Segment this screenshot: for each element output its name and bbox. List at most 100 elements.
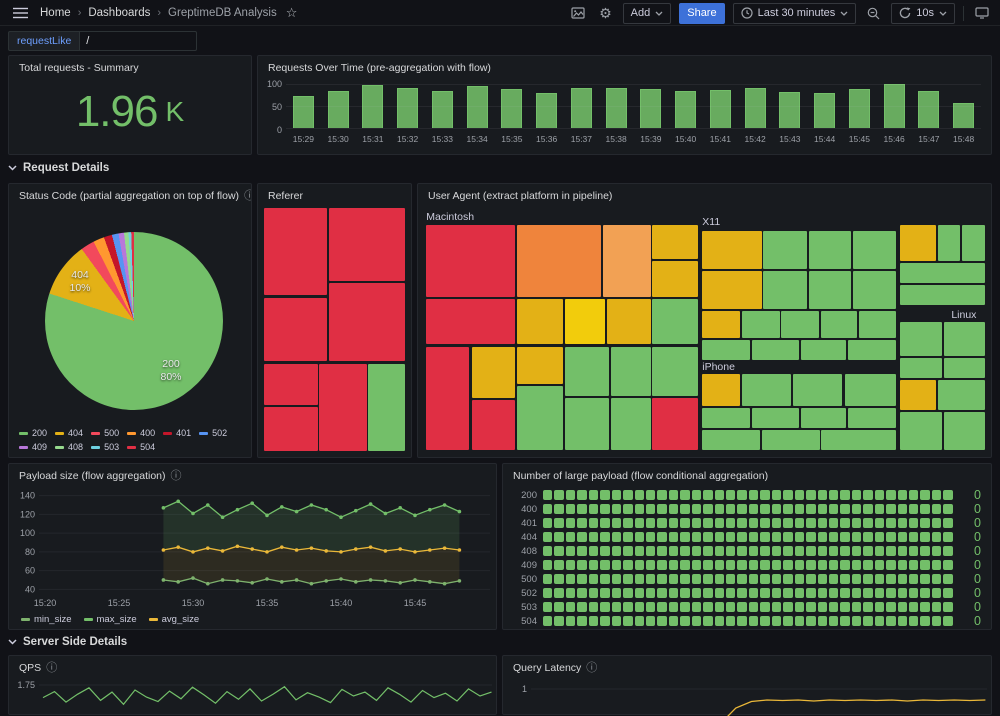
legend-marker [127, 431, 137, 435]
info-icon[interactable]: ⓘ [46, 661, 58, 674]
x-axis-label: 15:37 [570, 134, 593, 144]
panel-title-latency[interactable]: Query Latency ⓘ [503, 656, 991, 674]
status-cell [611, 574, 622, 584]
legend-item[interactable]: 500 [91, 428, 119, 438]
svg-text:15:35: 15:35 [256, 598, 279, 608]
bar-chart-plot [286, 84, 981, 129]
row-value: 0 [974, 530, 981, 544]
y-axis-label: 50 [271, 102, 282, 112]
status-cell [783, 560, 793, 570]
legend-label: max_size [96, 614, 137, 625]
hamburger-menu-icon[interactable] [10, 2, 31, 24]
time-range-picker[interactable]: Last 30 minutes [732, 2, 857, 24]
status-cell [634, 518, 644, 528]
snapshot-image-icon[interactable] [568, 2, 588, 24]
bar-slot [703, 84, 738, 128]
legend-item[interactable]: 404 [55, 428, 83, 438]
zoom-out-icon[interactable] [864, 2, 883, 24]
breadcrumb-item-1[interactable]: Dashboards [88, 6, 151, 19]
breadcrumb-item-0[interactable]: Home [40, 6, 71, 19]
panel-title-total[interactable]: Total requests - Summary [9, 56, 251, 74]
panel-title-large-payload[interactable]: Number of large payload (flow conditiona… [503, 464, 991, 482]
legend-item[interactable]: 400 [127, 428, 155, 438]
add-button[interactable]: Add [622, 2, 672, 24]
refresh-interval-picker[interactable]: 10s [891, 2, 955, 24]
legend-item[interactable]: avg_size [148, 614, 199, 625]
status-cell [543, 546, 553, 556]
status-cell [645, 518, 656, 528]
svg-text:15:45: 15:45 [404, 598, 427, 608]
legend-item[interactable]: 200 [19, 428, 47, 438]
status-cell [577, 574, 587, 584]
panel-title-qps[interactable]: QPS ⓘ [9, 656, 496, 674]
bar [397, 88, 419, 128]
legend-item[interactable]: 504 [127, 442, 155, 452]
legend-item[interactable]: 503 [91, 442, 119, 452]
panel-title-text: User Agent (extract platform in pipeline… [428, 190, 613, 202]
panel-title-requests[interactable]: Requests Over Time (pre-aggregation with… [258, 56, 991, 74]
dashboard-settings-gear-icon[interactable]: ⚙ [599, 5, 612, 21]
status-cell [645, 560, 656, 570]
status-cell [943, 574, 953, 584]
treemap-tile [781, 310, 819, 339]
status-cell [554, 602, 564, 612]
info-icon[interactable]: ⓘ [586, 661, 598, 674]
row-label: 401 [521, 517, 537, 529]
panel-title-user-agent[interactable]: User Agent (extract platform in pipeline… [418, 184, 991, 202]
x-axis-label: 15:44 [813, 134, 836, 144]
breadcrumb-item-2[interactable]: GreptimeDB Analysis [168, 6, 277, 19]
status-cell [863, 616, 873, 626]
row-cells [543, 602, 953, 612]
section-row-label: Request Details [23, 162, 110, 174]
treemap-tile [937, 380, 985, 411]
status-cell [909, 588, 919, 598]
panel-title-status[interactable]: Status Code (partial aggregation on top … [9, 184, 251, 202]
status-cell [737, 518, 747, 528]
bar [709, 89, 731, 128]
legend-item[interactable]: min_size [21, 614, 72, 625]
svg-text:15:30: 15:30 [182, 598, 205, 608]
status-cell [634, 504, 644, 514]
status-cell [897, 546, 907, 556]
legend-item[interactable]: 401 [163, 428, 191, 438]
panel-title-payload[interactable]: Payload size (flow aggregation) ⓘ [9, 464, 496, 482]
info-icon[interactable]: ⓘ [170, 469, 182, 482]
treemap-tile [610, 346, 651, 397]
status-cell [771, 602, 782, 612]
pie-legend: 200 404 500 400 401 502 409 408 503 504 [19, 428, 247, 452]
info-icon[interactable]: ⓘ [244, 189, 251, 202]
status-cell [863, 518, 873, 528]
kiosk-monitor-icon[interactable] [972, 2, 992, 24]
section-row-request-details[interactable]: Request Details [8, 162, 109, 174]
status-cell [897, 588, 907, 598]
x-axis-label: 15:43 [779, 134, 801, 144]
panel-large-payload: Number of large payload (flow conditiona… [502, 463, 992, 630]
treemap-tile [264, 208, 328, 296]
status-cell [748, 588, 759, 598]
status-cell [611, 588, 622, 598]
share-button[interactable]: Share [679, 2, 725, 24]
bar-slot [738, 84, 773, 128]
status-cell [554, 588, 564, 598]
status-cell [657, 602, 667, 612]
legend-item[interactable]: 408 [55, 442, 83, 452]
variable-requestlike-input[interactable] [79, 31, 198, 51]
legend-item[interactable]: 502 [199, 428, 227, 438]
status-cell [874, 546, 885, 556]
treemap-tile [702, 270, 762, 309]
status-cell [886, 574, 896, 584]
bar-slot [495, 84, 530, 128]
status-cell [611, 616, 622, 626]
status-cell [543, 602, 553, 612]
legend-item[interactable]: max_size [83, 614, 137, 625]
legend-item[interactable]: 409 [19, 442, 47, 452]
panel-title-referer[interactable]: Referer [258, 184, 411, 202]
favorite-star-icon[interactable]: ☆ [285, 5, 298, 20]
status-cell [748, 574, 759, 584]
status-history-row: 401 0 [513, 516, 983, 530]
section-row-server-side[interactable]: Server Side Details [8, 636, 127, 648]
row-value: 0 [974, 586, 981, 600]
legend-marker [148, 618, 158, 621]
status-cell [634, 574, 644, 584]
status-cell [897, 518, 907, 528]
